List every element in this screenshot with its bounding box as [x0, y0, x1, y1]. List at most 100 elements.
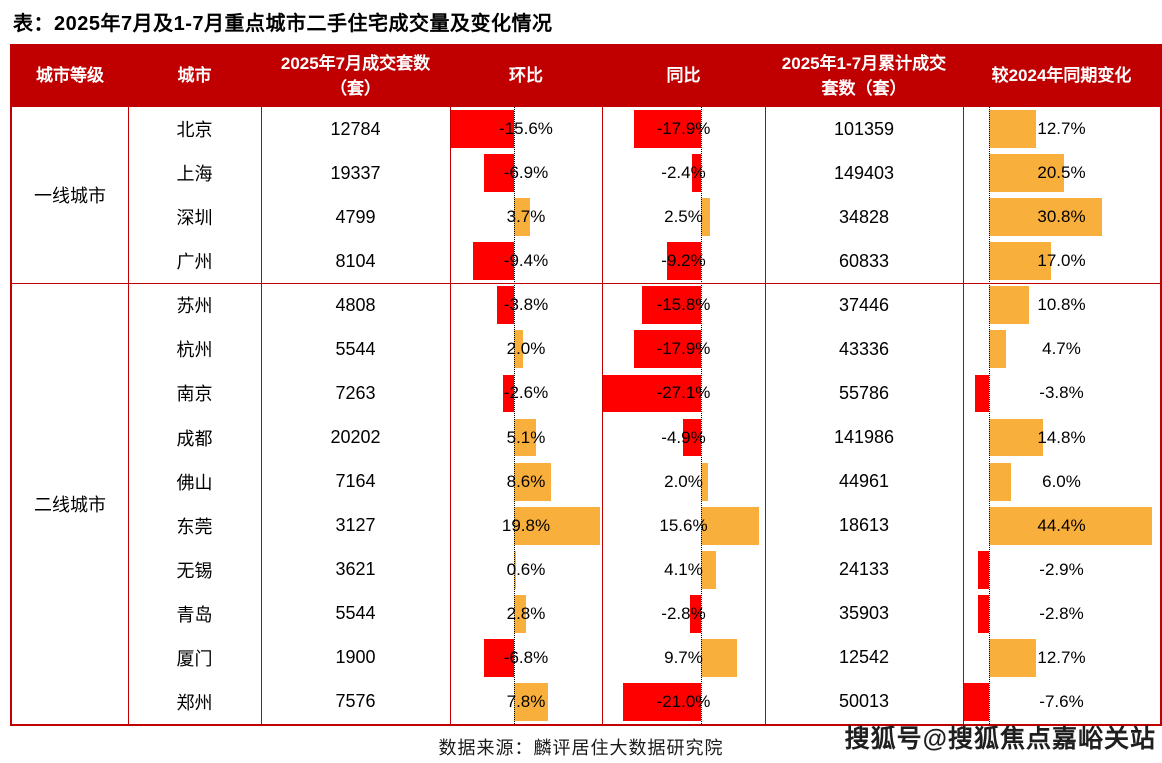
cumulative-volume: 34828 [838, 206, 890, 227]
bar-yoy-change [700, 462, 709, 501]
cell-vs-2024-change: 14.8% [963, 416, 1160, 460]
label-mom-change: -9.4% [503, 251, 549, 271]
table-row: 无锡 3621 0.6% 4.1% 24133 -2.9% [12, 548, 1160, 592]
cell-vs-2024-change: 20.5% [963, 151, 1160, 195]
table-row: 广州 8104 -9.4% -9.2% 60833 17.0% [12, 239, 1160, 283]
label-vs-2024-change: 44.4% [1037, 515, 1086, 535]
city-name: 上海 [176, 164, 213, 185]
bar-yoy-change [602, 374, 701, 413]
cumulative-volume: 18613 [838, 515, 890, 536]
bar-mom-change [513, 683, 548, 721]
label-yoy-change: -27.1% [656, 383, 711, 403]
bar-mom-change [513, 198, 530, 237]
label-vs-2024-change: -7.6% [1039, 691, 1084, 711]
label-mom-change: -3.8% [503, 295, 549, 315]
cell-vs-2024-change: -3.8% [963, 371, 1160, 415]
bar-mom-change [513, 462, 552, 501]
label-vs-2024-change: 4.7% [1042, 339, 1081, 359]
cell-yoy-change: -2.8% [602, 592, 765, 636]
header-vs-2024-change: 较2024年同期变化 [991, 66, 1132, 86]
bar-vs-2024-change [988, 286, 1029, 325]
city-name: 成都 [176, 428, 213, 449]
jul-2025-volume: 1900 [335, 647, 376, 668]
jul-2025-volume: 20202 [330, 427, 381, 448]
label-vs-2024-change: 14.8% [1037, 427, 1086, 447]
table-body: 北京 12784 -15.6% -17.9% 101359 12.7% 上海 19337 -6.… [12, 107, 1160, 724]
jul-2025-volume: 3127 [335, 515, 376, 536]
jul-2025-volume: 19337 [330, 162, 381, 183]
data-source-note: 数据来源：麟评居住大数据研究院 [438, 738, 724, 758]
bar-mom-change [502, 374, 514, 413]
cell-mom-change: 8.6% [450, 460, 602, 504]
cell-mom-change: -15.6% [450, 107, 602, 151]
cell-mom-change: 0.6% [450, 548, 602, 592]
cell-yoy-change: -17.9% [602, 327, 765, 371]
zero-line-vs2024 [988, 107, 990, 724]
label-mom-change: 5.1% [506, 427, 546, 447]
cumulative-volume: 50013 [838, 691, 890, 712]
table-row: 佛山 7164 8.6% 2.0% 44961 6.0% [12, 460, 1160, 504]
cell-yoy-change: -21.0% [602, 680, 765, 724]
cell-vs-2024-change: 4.7% [963, 327, 1160, 371]
cell-vs-2024-change: -7.6% [963, 680, 1160, 724]
bar-mom-change [513, 506, 600, 545]
column-border [601, 107, 603, 724]
jul-2025-volume: 5544 [335, 603, 376, 624]
label-yoy-change: 2.0% [664, 471, 703, 491]
bar-yoy-change [634, 110, 701, 148]
table-row: 厦门 1900 -6.8% 9.7% 12542 12.7% [12, 636, 1160, 680]
bar-yoy-change [700, 506, 760, 545]
bar-yoy-change [666, 242, 701, 281]
bar-mom-change [513, 550, 517, 589]
bar-mom-change [513, 418, 536, 457]
label-vs-2024-change: 17.0% [1037, 251, 1086, 271]
bar-vs-2024-change [988, 330, 1007, 369]
jul-2025-volume: 8104 [335, 250, 376, 271]
cell-vs-2024-change: 10.8% [963, 283, 1160, 327]
label-yoy-change: -2.4% [661, 163, 706, 183]
city-name: 青岛 [176, 604, 213, 625]
city-name: 南京 [176, 384, 213, 405]
cell-yoy-change: -2.4% [602, 151, 765, 195]
bar-mom-change [497, 286, 514, 325]
cell-mom-change: -3.8% [450, 283, 602, 327]
cumulative-volume: 35903 [838, 603, 890, 624]
bar-vs-2024-change [988, 506, 1153, 545]
cell-vs-2024-change: 44.4% [963, 504, 1160, 548]
label-mom-change: -15.6% [499, 119, 553, 139]
label-yoy-change: -4.9% [661, 427, 706, 447]
label-mom-change: -2.6% [503, 383, 549, 403]
bar-mom-change [450, 110, 514, 148]
jul-2025-volume: 12784 [330, 118, 381, 139]
cell-yoy-change: 4.1% [602, 548, 765, 592]
jul-2025-volume: 4799 [335, 206, 376, 227]
label-vs-2024-change: 30.8% [1037, 207, 1086, 227]
cumulative-volume: 55786 [838, 382, 890, 403]
bar-vs-2024-change [988, 462, 1011, 501]
label-yoy-change: 15.6% [659, 515, 708, 535]
column-border [764, 107, 766, 724]
bar-yoy-change [690, 594, 701, 633]
bar-vs-2024-change [988, 418, 1044, 457]
label-yoy-change: 4.1% [664, 559, 703, 579]
label-yoy-change: -17.9% [656, 119, 711, 139]
tier-label: 二线城市 [34, 494, 106, 515]
city-name: 郑州 [176, 692, 213, 713]
label-mom-change: 2.0% [506, 339, 546, 359]
table-row: 东莞 3127 19.8% 15.6% 18613 44.4% [12, 504, 1160, 548]
label-mom-change: 3.7% [506, 207, 546, 227]
cumulative-volume: 44961 [838, 471, 890, 492]
city-name: 苏州 [176, 296, 213, 317]
table-title: 表：2025年7月及1-7月重点城市二手住宅成交量及变化情况 [13, 13, 553, 35]
label-mom-change: 0.6% [506, 559, 546, 579]
table-row: 上海 19337 -6.9% -2.4% 149403 20.5% [12, 151, 1160, 195]
label-mom-change: -6.9% [503, 163, 549, 183]
cumulative-volume: 149403 [833, 162, 895, 183]
cumulative-volume: 141986 [833, 427, 895, 448]
watermark-sohu-account: 搜狐号@搜狐焦点嘉峪关站 [844, 725, 1156, 753]
cell-mom-change: 19.8% [450, 504, 602, 548]
column-border [127, 107, 129, 724]
data-table: 城市等级 城市 2025年7月成交套数（套） 环比 同比 2025年1-7月累计… [10, 44, 1162, 726]
cumulative-volume: 12542 [838, 647, 890, 668]
bar-mom-change [484, 638, 514, 677]
